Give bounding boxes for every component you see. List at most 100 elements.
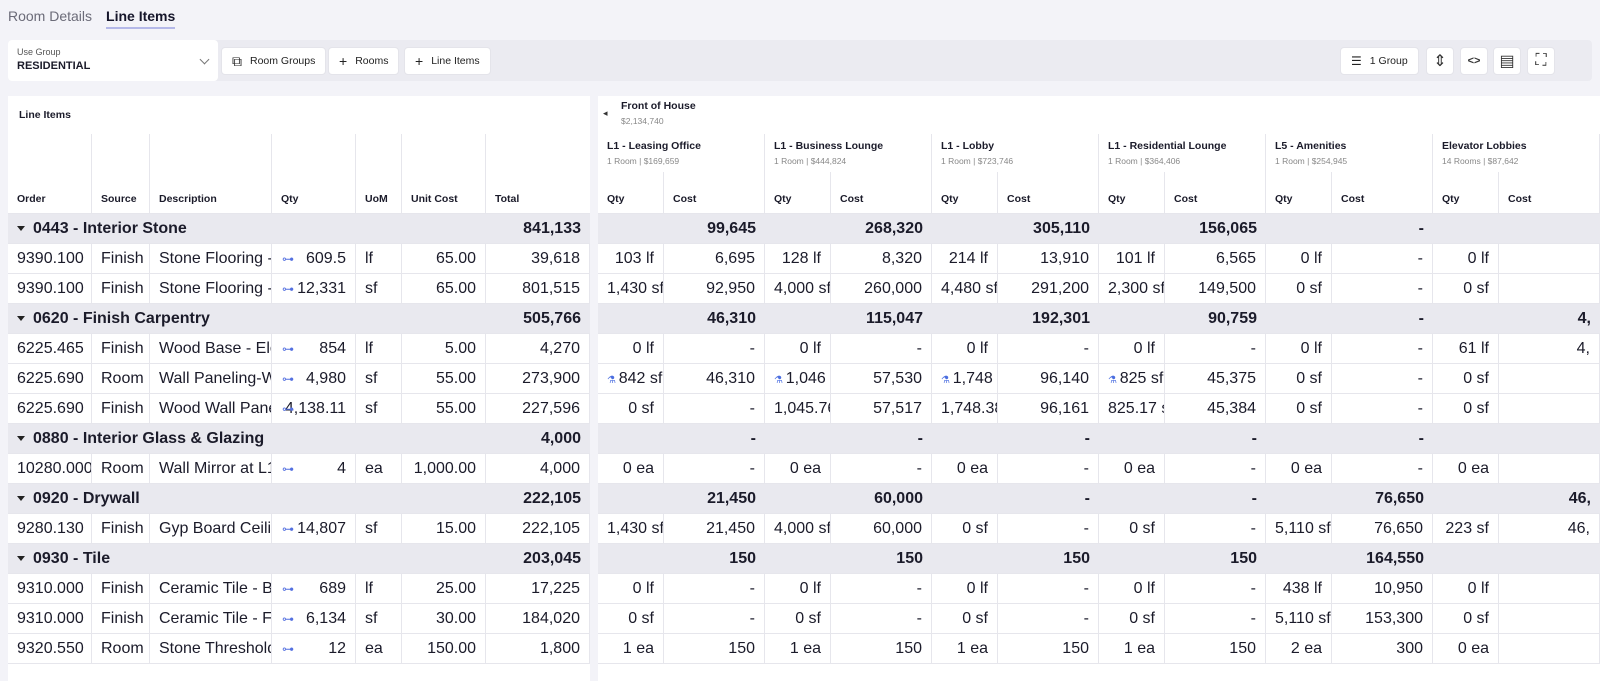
description-cell[interactable]: Stone Flooring - Ba... bbox=[150, 244, 272, 274]
room-groups-button[interactable]: ⧉ Room Groups bbox=[221, 47, 327, 75]
group-name[interactable]: 0443 - Interior Stone bbox=[8, 214, 408, 244]
room-qty-cell[interactable]: 1 ea bbox=[1099, 634, 1165, 664]
caret-down-icon[interactable] bbox=[17, 226, 25, 232]
room-qty-cell[interactable]: 1,430 sf bbox=[598, 274, 664, 304]
qty-cell[interactable]: ⊶ 689 bbox=[272, 574, 356, 604]
layout-toggle-button[interactable]: ▤ bbox=[1493, 47, 1521, 75]
description-cell[interactable]: Ceramic Tile - Base... bbox=[150, 574, 272, 604]
tab-room-details[interactable]: Room Details bbox=[8, 8, 93, 24]
room-cost-header[interactable]: Cost bbox=[998, 172, 1099, 214]
group-name[interactable]: 0620 - Finish Carpentry bbox=[8, 304, 408, 334]
link-icon[interactable]: ⊶ bbox=[282, 642, 294, 656]
add-line-items-button[interactable]: + Line Items bbox=[404, 47, 491, 75]
column-header-uom[interactable]: UoM bbox=[356, 134, 402, 214]
caret-down-icon[interactable] bbox=[17, 496, 25, 502]
room-qty-header[interactable]: Qty bbox=[932, 172, 998, 214]
room-header[interactable]: L1 - Leasing Office 1 Room | $169,659 bbox=[598, 134, 765, 172]
room-qty-header[interactable]: Qty bbox=[1433, 172, 1499, 214]
room-qty-cell[interactable]: 5,110 sf bbox=[1266, 514, 1332, 544]
room-qty-cell[interactable]: 0 ea bbox=[1266, 454, 1332, 484]
room-qty-cell[interactable]: 0 ea bbox=[1433, 634, 1499, 664]
room-cost-header[interactable]: Cost bbox=[1332, 172, 1433, 214]
qty-cell[interactable]: ⊶ 4,138.11 bbox=[272, 394, 356, 424]
room-qty-cell[interactable]: 0 sf bbox=[1433, 274, 1499, 304]
link-icon[interactable]: ⊶ bbox=[282, 522, 294, 536]
room-qty-cell[interactable]: 0 lf bbox=[1266, 334, 1332, 364]
room-qty-cell[interactable]: 0 sf bbox=[1266, 364, 1332, 394]
description-cell[interactable]: Ceramic Tile - Floo... bbox=[150, 604, 272, 634]
room-qty-cell[interactable]: 0 ea bbox=[932, 454, 998, 484]
room-header[interactable]: Elevator Lobbies 14 Rooms | $87,642 bbox=[1433, 134, 1600, 172]
room-qty-cell[interactable]: 2,300 sf bbox=[1099, 274, 1165, 304]
link-icon[interactable]: ⊶ bbox=[282, 282, 294, 296]
room-header[interactable]: L1 - Residential Lounge 1 Room | $364,406 bbox=[1099, 134, 1266, 172]
description-cell[interactable]: Gyp Board Ceiling ... bbox=[150, 514, 272, 544]
room-qty-cell[interactable]: 0 sf bbox=[1099, 604, 1165, 634]
room-qty-cell[interactable]: ⚗ 842 sf bbox=[598, 364, 664, 394]
link-icon[interactable]: ⊶ bbox=[282, 252, 294, 266]
room-qty-cell[interactable]: 2 ea bbox=[1266, 634, 1332, 664]
group-row[interactable]: 0880 - Interior Glass & Glazing 4,000 bbox=[8, 424, 590, 454]
room-qty-cell[interactable]: 1 ea bbox=[598, 634, 664, 664]
caret-down-icon[interactable] bbox=[17, 316, 25, 322]
link-icon[interactable]: ⊶ bbox=[282, 402, 294, 416]
room-qty-cell[interactable]: 0 sf bbox=[932, 604, 998, 634]
room-qty-cell[interactable]: 0 lf bbox=[1433, 244, 1499, 274]
qty-cell[interactable]: ⊶ 6,134 bbox=[272, 604, 356, 634]
room-qty-cell[interactable]: 438 lf bbox=[1266, 574, 1332, 604]
caret-down-icon[interactable] bbox=[17, 556, 25, 562]
room-qty-cell[interactable]: 0 lf bbox=[932, 574, 998, 604]
room-qty-cell[interactable]: 1 ea bbox=[765, 634, 831, 664]
room-qty-cell[interactable]: 0 ea bbox=[1099, 454, 1165, 484]
room-qty-cell[interactable]: 0 sf bbox=[598, 604, 664, 634]
column-header-total[interactable]: Total bbox=[495, 193, 520, 205]
room-qty-cell[interactable]: 0 lf bbox=[1099, 574, 1165, 604]
room-qty-cell[interactable]: 223 sf bbox=[1433, 514, 1499, 544]
tab-line-items[interactable]: Line Items bbox=[106, 8, 176, 29]
room-qty-cell[interactable]: 0 sf bbox=[598, 394, 664, 424]
link-icon[interactable]: ⊶ bbox=[282, 612, 294, 626]
column-header-source[interactable]: Source bbox=[92, 134, 150, 214]
room-qty-cell[interactable]: 0 lf bbox=[932, 334, 998, 364]
add-rooms-button[interactable]: + Rooms bbox=[328, 47, 400, 75]
room-qty-cell[interactable]: 0 lf bbox=[765, 574, 831, 604]
description-cell[interactable]: Wood Base - Elevat... bbox=[150, 334, 272, 364]
room-qty-cell[interactable]: 0 ea bbox=[598, 454, 664, 484]
room-qty-cell[interactable]: 1,748.38 sf bbox=[932, 394, 998, 424]
description-cell[interactable]: Wall Mirror at L1 To... bbox=[150, 454, 272, 484]
description-cell[interactable]: Wall Paneling-Woo... bbox=[150, 364, 272, 394]
room-qty-cell[interactable]: 5,110 sf bbox=[1266, 604, 1332, 634]
room-cost-header[interactable]: Cost bbox=[664, 172, 765, 214]
caret-down-icon[interactable] bbox=[17, 436, 25, 442]
group-name[interactable]: 0930 - Tile bbox=[8, 544, 408, 574]
room-qty-cell[interactable]: 0 lf bbox=[598, 334, 664, 364]
group-name[interactable]: 0920 - Drywall bbox=[8, 484, 408, 514]
fullscreen-button[interactable]: ⛶ bbox=[1527, 47, 1555, 75]
room-qty-cell[interactable]: 0 sf bbox=[765, 604, 831, 634]
room-qty-header[interactable]: Qty bbox=[1266, 172, 1332, 214]
qty-cell[interactable]: ⊶ 854 bbox=[272, 334, 356, 364]
description-cell[interactable]: Stone Thresholds -... bbox=[150, 634, 272, 664]
qty-cell[interactable]: ⊶ 12 bbox=[272, 634, 356, 664]
column-header-description[interactable]: Description bbox=[150, 134, 272, 214]
room-qty-cell[interactable]: 0 ea bbox=[765, 454, 831, 484]
room-qty-cell[interactable]: 103 lf bbox=[598, 244, 664, 274]
description-cell[interactable]: Wood Wall Panels -... bbox=[150, 394, 272, 424]
column-header-unit-cost[interactable]: Unit Cost bbox=[402, 134, 486, 214]
room-qty-cell[interactable]: 1,045.76 sf bbox=[765, 394, 831, 424]
group-row[interactable]: 0920 - Drywall 222,105 bbox=[8, 484, 590, 514]
expand-collapse-button[interactable]: ⇕ bbox=[1426, 47, 1454, 75]
qty-cell[interactable]: ⊶ 4 bbox=[272, 454, 356, 484]
room-header[interactable]: L1 - Lobby 1 Room | $723,746 bbox=[932, 134, 1099, 172]
room-header[interactable]: L5 - Amenities 1 Room | $254,945 bbox=[1266, 134, 1433, 172]
room-qty-cell[interactable]: 128 lf bbox=[765, 244, 831, 274]
room-qty-cell[interactable]: 0 sf bbox=[932, 514, 998, 544]
